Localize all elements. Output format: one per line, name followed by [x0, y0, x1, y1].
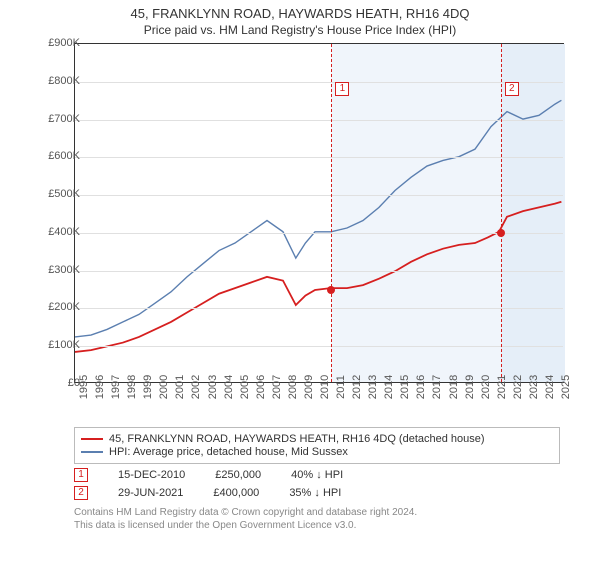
series-line-hpi [75, 100, 561, 337]
chart-area: 12 £0£100K£200K£300K£400K£500K£600K£700K… [20, 43, 580, 423]
x-axis-label: 1998 [126, 375, 138, 399]
gridline [75, 195, 563, 196]
x-axis-label: 2022 [512, 375, 524, 399]
transaction-marker-icon: 2 [74, 486, 88, 500]
x-axis-label: 2023 [528, 375, 540, 399]
y-axis-label: £600K [30, 150, 80, 162]
copyright-line: This data is licensed under the Open Gov… [74, 519, 590, 532]
x-axis-label: 2016 [415, 375, 427, 399]
plot-area: 12 [74, 43, 564, 383]
chart-svg [75, 44, 563, 382]
y-axis-label: £100K [30, 339, 80, 351]
gridline [75, 82, 563, 83]
sale-point-icon [497, 229, 505, 237]
chart-container: 45, FRANKLYNN ROAD, HAYWARDS HEATH, RH16… [0, 6, 600, 566]
legend-label: 45, FRANKLYNN ROAD, HAYWARDS HEATH, RH16… [109, 433, 485, 445]
transaction-delta: 35% ↓ HPI [289, 487, 341, 499]
y-axis-label: £500K [30, 188, 80, 200]
x-axis-label: 2007 [271, 375, 283, 399]
gridline [75, 233, 563, 234]
x-axis-label: 2025 [560, 375, 572, 399]
chart-title: 45, FRANKLYNN ROAD, HAYWARDS HEATH, RH16… [0, 6, 600, 21]
y-axis-label: £800K [30, 75, 80, 87]
reference-line [501, 44, 502, 382]
y-axis-label: £700K [30, 113, 80, 125]
x-axis-label: 2012 [351, 375, 363, 399]
transaction-row: 2 29-JUN-2021 £400,000 35% ↓ HPI [74, 486, 600, 500]
x-axis-label: 2014 [383, 375, 395, 399]
x-axis-label: 2006 [255, 375, 267, 399]
transaction-date: 15-DEC-2010 [118, 469, 185, 481]
reference-marker: 1 [335, 82, 349, 96]
gridline [75, 308, 563, 309]
y-axis-label: £300K [30, 264, 80, 276]
copyright-notice: Contains HM Land Registry data © Crown c… [74, 506, 590, 532]
legend-item: 45, FRANKLYNN ROAD, HAYWARDS HEATH, RH16… [81, 433, 553, 445]
gridline [75, 120, 563, 121]
legend-swatch-icon [81, 451, 103, 453]
x-axis-label: 2010 [319, 375, 331, 399]
y-axis-label: £900K [30, 37, 80, 49]
x-axis-label: 1995 [78, 375, 90, 399]
x-axis-label: 2009 [303, 375, 315, 399]
x-axis-label: 2001 [174, 375, 186, 399]
legend-label: HPI: Average price, detached house, Mid … [109, 446, 348, 458]
legend-swatch-icon [81, 438, 103, 440]
transaction-delta: 40% ↓ HPI [291, 469, 343, 481]
sale-point-icon [327, 286, 335, 294]
x-axis-label: 2003 [207, 375, 219, 399]
transaction-price: £250,000 [215, 469, 261, 481]
legend-item: HPI: Average price, detached house, Mid … [81, 446, 553, 458]
copyright-line: Contains HM Land Registry data © Crown c… [74, 506, 590, 519]
y-axis-label: £0 [30, 377, 80, 389]
x-axis-label: 2005 [239, 375, 251, 399]
x-axis-label: 2002 [190, 375, 202, 399]
x-axis-label: 2021 [496, 375, 508, 399]
x-axis-label: 2015 [399, 375, 411, 399]
x-axis-label: 2000 [158, 375, 170, 399]
x-axis-label: 1997 [110, 375, 122, 399]
x-axis-label: 2011 [335, 375, 347, 399]
x-axis-label: 2013 [367, 375, 379, 399]
gridline [75, 157, 563, 158]
transaction-date: 29-JUN-2021 [118, 487, 183, 499]
reference-marker: 2 [505, 82, 519, 96]
x-axis-label: 2018 [448, 375, 460, 399]
x-axis-label: 2004 [223, 375, 235, 399]
chart-subtitle: Price paid vs. HM Land Registry's House … [0, 23, 600, 37]
x-axis-label: 2017 [431, 375, 443, 399]
x-axis-label: 2019 [464, 375, 476, 399]
transaction-marker-icon: 1 [74, 468, 88, 482]
legend: 45, FRANKLYNN ROAD, HAYWARDS HEATH, RH16… [74, 427, 560, 464]
gridline [75, 271, 563, 272]
series-line-price_paid [75, 202, 561, 352]
transaction-price: £400,000 [213, 487, 259, 499]
reference-line [331, 44, 332, 382]
x-axis-label: 2024 [544, 375, 556, 399]
gridline [75, 346, 563, 347]
transaction-row: 1 15-DEC-2010 £250,000 40% ↓ HPI [74, 468, 600, 482]
x-axis-label: 1996 [94, 375, 106, 399]
y-axis-label: £200K [30, 301, 80, 313]
x-axis-label: 2008 [287, 375, 299, 399]
y-axis-label: £400K [30, 226, 80, 238]
x-axis-label: 1999 [142, 375, 154, 399]
x-axis-label: 2020 [480, 375, 492, 399]
